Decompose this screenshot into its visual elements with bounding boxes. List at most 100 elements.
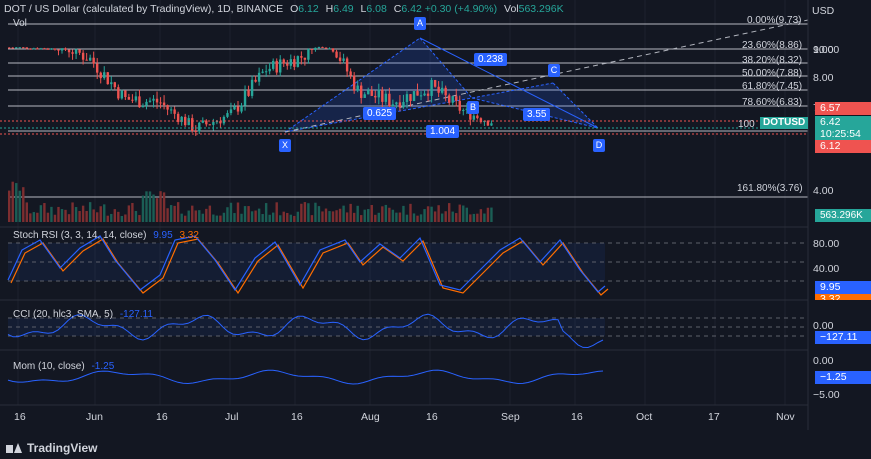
price-tick: 4.00	[813, 185, 834, 197]
volume-bar	[293, 215, 296, 222]
volume-bar	[384, 204, 388, 222]
candle-body	[155, 98, 159, 103]
candles	[8, 46, 493, 136]
symbol-legend[interactable]: DOT / US Dollar (calculated by TradingVi…	[4, 3, 564, 15]
candle-body	[222, 116, 226, 124]
time-tick: Sep	[501, 411, 520, 423]
fib-label: 61.80%(7.45)	[742, 81, 803, 92]
candle-body	[430, 80, 433, 96]
volume-bar	[469, 214, 472, 222]
volume-bar	[208, 205, 212, 222]
point-a-label[interactable]: A	[414, 17, 426, 30]
candle-body	[233, 106, 236, 110]
candle-body	[469, 108, 472, 120]
volume-bar	[296, 211, 300, 222]
candle-body	[490, 123, 493, 126]
volume-bar	[60, 209, 64, 222]
candle-body	[36, 48, 39, 50]
volume-bar	[303, 202, 307, 222]
candle-body	[476, 115, 479, 119]
candle-body	[191, 118, 194, 132]
candle-body	[180, 116, 183, 122]
volume-bar	[426, 206, 430, 222]
volume-bar	[103, 204, 106, 222]
candle-body	[106, 72, 109, 85]
volume-bar	[236, 202, 240, 222]
volume-bar	[360, 215, 363, 222]
volume-bar	[363, 209, 366, 222]
candle-body	[141, 105, 145, 108]
candle-body	[236, 106, 240, 112]
volume-bar	[289, 214, 292, 222]
candle-body	[486, 120, 490, 126]
volume-bar	[166, 208, 169, 222]
candle-body	[405, 94, 409, 102]
volume-bar	[268, 214, 271, 222]
volume-bar	[455, 213, 458, 222]
volume-bar	[229, 202, 233, 222]
candle-body	[426, 93, 430, 96]
candle-body	[391, 104, 395, 107]
candle-body	[208, 124, 212, 126]
volume-bar	[226, 207, 229, 222]
volume-bar	[191, 205, 194, 222]
volume-legend[interactable]: Vol	[13, 18, 27, 29]
volume-bar	[85, 210, 88, 222]
volume-bar	[176, 202, 180, 222]
tradingview-brand[interactable]: TradingView	[6, 441, 97, 455]
point-d-label[interactable]: D	[593, 139, 605, 152]
volume-bar	[416, 215, 419, 222]
bar-countdown: 10:25:54	[820, 128, 861, 140]
candle-body	[289, 59, 292, 66]
candle-body	[243, 90, 247, 106]
stoch-d-line	[10, 238, 609, 296]
volume-bar	[483, 213, 486, 222]
symbol-title[interactable]: DOT / US Dollar (calculated by TradingVi…	[4, 3, 284, 15]
volume-bar	[8, 190, 11, 222]
candle-body	[419, 95, 423, 97]
candle-body	[74, 49, 78, 54]
volume-bar	[173, 205, 176, 222]
time-tick: 16	[426, 411, 438, 423]
candle-body	[226, 113, 229, 117]
time-tick: Nov	[776, 411, 795, 423]
volume-bar	[201, 213, 204, 222]
candle-body	[78, 49, 81, 53]
time-tick: Oct	[636, 411, 653, 423]
close-value: 6.42	[401, 3, 422, 15]
candle-body	[462, 110, 465, 112]
point-x-label[interactable]: X	[279, 139, 291, 152]
volume-bar	[317, 206, 321, 222]
price-tick: 8.00	[813, 72, 834, 84]
candle-body	[324, 47, 328, 49]
mom-tick: 0.00	[813, 355, 834, 367]
candle-body	[448, 95, 451, 103]
candle-body	[356, 85, 359, 91]
mom-legend[interactable]: Mom (10, close) -1.25	[13, 361, 114, 372]
volume-bar	[141, 195, 145, 222]
volume-bar	[462, 205, 465, 222]
momentum-pane	[7, 369, 604, 385]
pattern-line	[552, 82, 599, 129]
time-tick: 17	[708, 411, 720, 423]
last-price: 6.42	[820, 116, 841, 128]
point-b-label[interactable]: B	[467, 101, 479, 114]
volume-bar	[282, 211, 285, 222]
candle-body	[113, 82, 116, 88]
stoch-legend[interactable]: Stoch RSI (3, 3, 14, 14, close) 9.95 3.3…	[13, 230, 199, 241]
point-c-label[interactable]: C	[548, 64, 560, 77]
candle-body	[370, 90, 373, 96]
volume-bar	[120, 215, 124, 222]
price-tick: 10.00	[813, 44, 840, 56]
volume-bar	[113, 209, 116, 222]
ratio-label: 3.55	[523, 108, 551, 121]
candle-body	[152, 98, 155, 101]
candle-body	[479, 118, 483, 123]
currency-label: USD	[812, 5, 835, 17]
cci-legend[interactable]: CCI (20, hlc3, SMA, 5) -127.11	[13, 309, 153, 320]
candle-body	[43, 48, 46, 50]
stoch-rsi-pane	[7, 235, 808, 296]
fib-label: 38.20%(8.32)	[742, 55, 803, 66]
candle-body	[264, 71, 268, 73]
